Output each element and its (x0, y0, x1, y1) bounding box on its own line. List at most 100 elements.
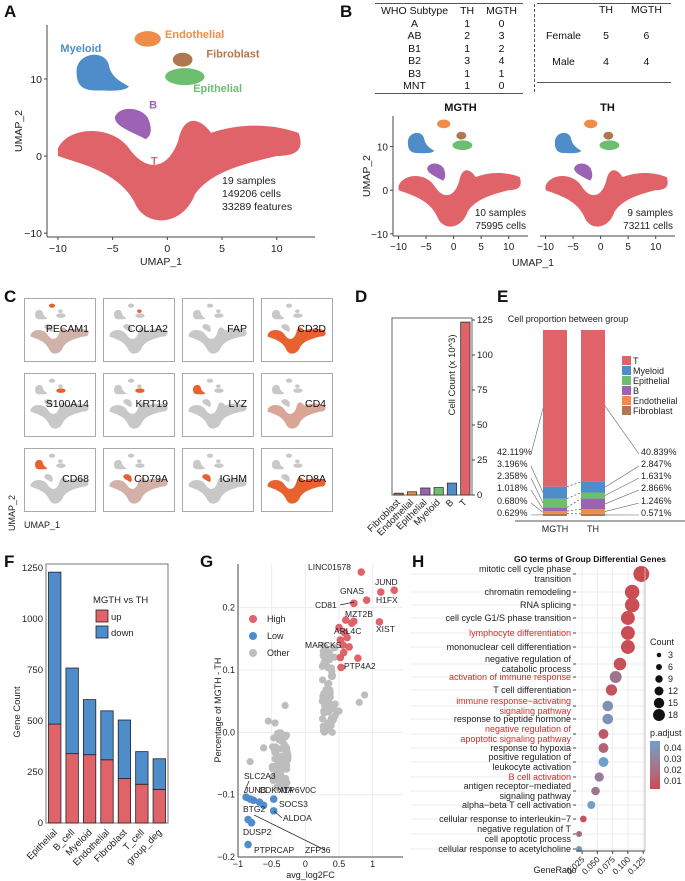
cluster-myeloid-blob (35, 309, 48, 320)
cluster-endothelial-blob (48, 303, 56, 308)
label-leader (604, 489, 640, 505)
go-term-dot (591, 786, 600, 796)
cluster-fibroblast-blob (58, 459, 63, 463)
gene-label: CDKN1A (259, 785, 294, 795)
cluster-t-blob (188, 477, 247, 504)
label-leader (273, 810, 283, 819)
cluster-t-blob (267, 402, 326, 429)
cluster-epithelial-blob (135, 463, 145, 468)
legend-swatch-t (622, 356, 631, 365)
cluster-epithelial-blob (135, 388, 145, 393)
feature-gene-label: CD68 (62, 473, 89, 485)
table-row: B2 3 4 (375, 55, 523, 68)
label-leader (604, 405, 640, 455)
go-term-label: catabolic process (501, 664, 571, 674)
point-other (270, 745, 278, 753)
feature-plot-cd3d: CD3D (261, 298, 333, 362)
legend-swatch-endothelial (622, 396, 631, 405)
table-cell: AB (407, 30, 422, 42)
cluster-b-blob (123, 399, 132, 408)
table-cell: 1 (498, 67, 505, 80)
bar-down-endothelial (100, 710, 114, 761)
label-leader (253, 814, 326, 851)
table-cell: B3 (408, 67, 421, 80)
legend-dot-low (249, 632, 257, 640)
point-other (318, 715, 327, 723)
gene-label: PTP4A2 (344, 661, 376, 671)
size-legend-dot (656, 664, 662, 670)
panel-letter-a: A (4, 2, 17, 21)
point-other (268, 765, 277, 773)
point-other (322, 708, 330, 716)
feature-gene-label: S100A14 (45, 398, 89, 410)
point-high (336, 653, 345, 662)
cluster-b-blob (281, 474, 290, 483)
table-row: B1 1 2 (375, 43, 523, 56)
color-legend-label: 0.04 (664, 743, 682, 753)
point-other (264, 717, 272, 725)
table-cell: MNT (375, 80, 455, 94)
go-term-dot (605, 684, 618, 696)
x-tick-label: 10 (650, 242, 662, 253)
feature-gene-label: CD4 (304, 398, 326, 410)
point-high (339, 641, 347, 649)
size-legend-label: 15 (668, 698, 678, 708)
bar-up-epithelial (48, 723, 62, 824)
legend-label: down (111, 628, 134, 639)
c-xlabel: UMAP_1 (24, 520, 61, 530)
umap-title: TH (600, 102, 615, 114)
gene-label: LINC01578 (308, 562, 351, 572)
point-low (269, 795, 278, 803)
stack-segment-b (543, 507, 567, 512)
table-header-row: WHO Subtype TH MGTH (375, 3, 524, 18)
cluster-b-blob (202, 399, 211, 408)
point-other (328, 728, 336, 736)
stack-segment-endothelial (581, 509, 605, 514)
x-tick-label: 0.125 (625, 854, 647, 876)
x-tick-label: −10 (537, 242, 554, 253)
legend-swatch-myeloid (622, 366, 631, 375)
size-legend-title: Count (650, 637, 675, 647)
x-tick-label: 0.5 (333, 859, 346, 869)
table-cell: MGTH (480, 3, 524, 18)
go-term-label: immune response−activating (456, 696, 571, 706)
gene-label: XIST (376, 624, 395, 634)
umap-annotation: 149206 cells (222, 188, 281, 200)
feature-clusters (188, 453, 247, 504)
y-tick-label: 1000 (22, 614, 43, 625)
point-low (249, 796, 258, 805)
table-cell: B2 (408, 55, 421, 67)
cluster-fibroblast-blob (137, 384, 142, 388)
go-term-dot (576, 831, 583, 837)
umap-a-clusters (57, 31, 301, 221)
table-cell: 2 (464, 30, 471, 42)
table-header-row: TH MGTH (537, 3, 671, 17)
point-other (325, 649, 334, 657)
label-left: 0.629% (497, 508, 528, 518)
cluster-endothelial-blob (285, 378, 293, 383)
cluster-endothelial-blob (127, 453, 135, 458)
go-term-dot (620, 640, 635, 654)
x-tick-label: T (458, 497, 470, 509)
x-tick-label: B (444, 497, 456, 509)
feature-umap (109, 378, 168, 429)
point-other (328, 672, 336, 681)
umap-group-plots: MGTH −10 −5 0 5 10 −10 0 10 10 samples 75995 cells… (361, 102, 675, 269)
go-term-dot (598, 757, 609, 767)
point-other (271, 719, 279, 727)
feature-gene-label: PECAM1 (45, 323, 89, 335)
bar-down-epithelial (48, 571, 62, 725)
table-cell: Male (552, 56, 575, 68)
table-cell: 0 (498, 17, 505, 30)
umap-annotation: 33289 features (222, 201, 292, 213)
go-term-dot (594, 772, 604, 782)
x-tick-label: 10 (271, 243, 283, 255)
legend-label: Endothelial (633, 396, 678, 406)
point-other (259, 744, 268, 752)
cluster-fibroblast-blob (137, 459, 142, 463)
x-tick-label: 0 (451, 242, 457, 253)
table-cell: 1 (464, 17, 471, 30)
table-cell: B1 (408, 42, 421, 55)
label-leader (604, 465, 640, 488)
cluster-myeloid-blob (272, 459, 285, 470)
